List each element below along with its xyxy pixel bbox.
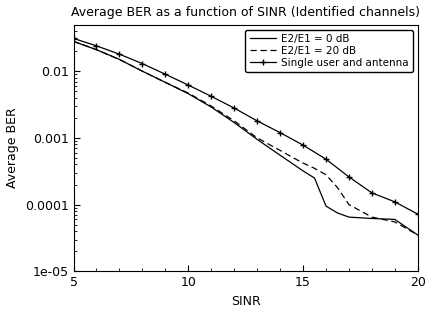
E2/E1 = 20 dB [392, 220, 397, 224]
Single user and antenna [392, 200, 397, 204]
E2/E1 = 0 dB [71, 40, 76, 43]
E2/E1 = 20 dB [163, 80, 168, 84]
Title: Average BER as a function of SINR (Identified channels): Average BER as a function of SINR (Ident… [71, 6, 420, 19]
E2/E1 = 0 dB [209, 105, 214, 109]
E2/E1 = 0 dB [277, 153, 283, 157]
E2/E1 = 0 dB [232, 121, 237, 124]
E2/E1 = 0 dB [94, 48, 99, 51]
E2/E1 = 0 dB [369, 217, 375, 220]
Single user and antenna [71, 36, 76, 40]
Single user and antenna [163, 73, 168, 76]
Single user and antenna [324, 157, 329, 161]
Single user and antenna [117, 52, 122, 56]
E2/E1 = 0 dB [312, 176, 317, 180]
E2/E1 = 0 dB [186, 92, 191, 95]
E2/E1 = 20 dB [289, 155, 294, 159]
Single user and antenna [301, 143, 306, 147]
Legend: E2/E1 = 0 dB, E2/E1 = 20 dB, Single user and antenna: E2/E1 = 0 dB, E2/E1 = 20 dB, Single user… [245, 30, 413, 72]
E2/E1 = 20 dB [209, 104, 214, 108]
Single user and antenna [369, 191, 375, 195]
E2/E1 = 0 dB [301, 169, 306, 173]
E2/E1 = 20 dB [186, 91, 191, 95]
E2/E1 = 0 dB [140, 69, 145, 73]
E2/E1 = 20 dB [140, 69, 145, 73]
Single user and antenna [186, 83, 191, 87]
E2/E1 = 0 dB [254, 138, 260, 141]
E2/E1 = 0 dB [163, 80, 168, 84]
Single user and antenna [346, 175, 352, 179]
E2/E1 = 20 dB [232, 119, 237, 123]
Y-axis label: Average BER: Average BER [6, 108, 19, 188]
E2/E1 = 20 dB [71, 40, 76, 43]
E2/E1 = 20 dB [346, 203, 352, 207]
Single user and antenna [415, 212, 420, 216]
E2/E1 = 0 dB [117, 57, 122, 61]
E2/E1 = 20 dB [94, 48, 99, 51]
E2/E1 = 20 dB [254, 136, 260, 140]
E2/E1 = 20 dB [324, 173, 329, 177]
X-axis label: SINR: SINR [231, 295, 260, 308]
E2/E1 = 0 dB [324, 204, 329, 208]
Single user and antenna [277, 131, 283, 134]
Single user and antenna [94, 44, 99, 48]
Single user and antenna [232, 106, 237, 110]
Single user and antenna [254, 119, 260, 123]
E2/E1 = 0 dB [346, 215, 352, 219]
E2/E1 = 0 dB [335, 211, 340, 215]
E2/E1 = 20 dB [301, 161, 306, 165]
E2/E1 = 20 dB [369, 215, 375, 219]
Single user and antenna [209, 95, 214, 98]
E2/E1 = 20 dB [415, 233, 420, 237]
E2/E1 = 20 dB [335, 186, 340, 189]
E2/E1 = 20 dB [277, 149, 283, 152]
Single user and antenna [140, 62, 145, 66]
E2/E1 = 0 dB [289, 161, 294, 165]
Line: Single user and antenna: Single user and antenna [70, 35, 421, 218]
E2/E1 = 0 dB [415, 233, 420, 237]
Line: E2/E1 = 20 dB: E2/E1 = 20 dB [73, 41, 418, 235]
E2/E1 = 20 dB [312, 166, 317, 170]
E2/E1 = 0 dB [392, 218, 397, 221]
Line: E2/E1 = 0 dB: E2/E1 = 0 dB [73, 41, 418, 235]
E2/E1 = 20 dB [117, 57, 122, 61]
